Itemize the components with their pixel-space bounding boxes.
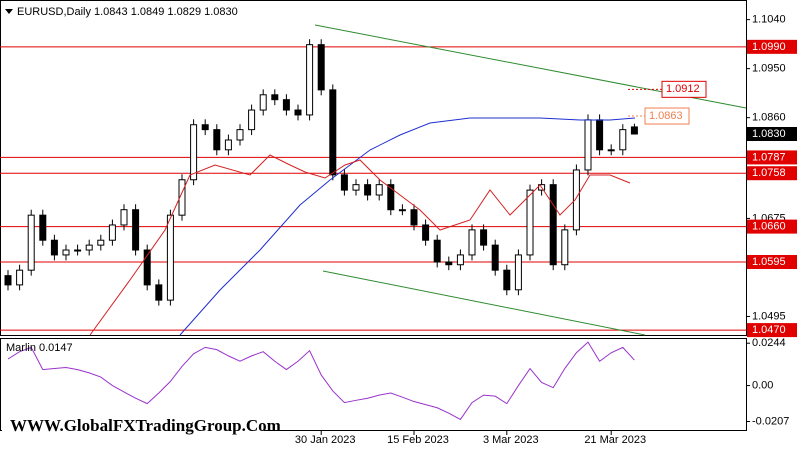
- level-label-box: [747, 150, 797, 165]
- candle-body: [27, 214, 35, 271]
- candle-body: [190, 124, 198, 181]
- watermark: WWW.GlobalFXTradingGroup.Com: [10, 416, 281, 435]
- annotation-label: 1.0912: [666, 83, 700, 95]
- candle-body: [85, 244, 93, 251]
- candle-body: [143, 249, 151, 286]
- title-arrow: [5, 9, 13, 14]
- y-tick-label: 1.0860: [752, 112, 786, 124]
- current-price-box: [747, 127, 797, 141]
- x-tick-label: 30 Jan 2023: [295, 434, 356, 446]
- candle-body: [120, 209, 128, 226]
- annotation-box: [644, 107, 690, 125]
- candle-body: [549, 184, 557, 266]
- candle-body: [39, 214, 47, 241]
- candle-body: [456, 254, 464, 266]
- x-tick-label: 3 Mar 2023: [483, 434, 539, 446]
- candle-body: [329, 89, 337, 176]
- level-label-box: [747, 39, 797, 54]
- x-tick-label: 15 Feb 2023: [387, 434, 449, 446]
- oscillator-line: [7, 341, 635, 421]
- candle-body: [16, 269, 24, 286]
- moving-average-slow: [179, 117, 636, 336]
- candle-body: [630, 126, 638, 135]
- level-label: 1.0595: [752, 256, 786, 268]
- y-tick-label: 1.0950: [752, 63, 786, 75]
- candle-body: [224, 139, 232, 151]
- candle-body: [352, 184, 360, 191]
- candle-body: [306, 44, 314, 116]
- candle-body: [271, 94, 279, 101]
- candle-body: [282, 99, 290, 111]
- candle-body: [166, 214, 174, 301]
- candle-body: [201, 124, 209, 131]
- candle-body: [433, 239, 441, 263]
- candle-body: [422, 224, 430, 241]
- level-label: 1.0470: [752, 324, 786, 336]
- level-label: 1.0660: [752, 221, 786, 233]
- oscillator-panel: [0, 338, 747, 431]
- candle-body: [340, 174, 348, 191]
- candle-body: [584, 119, 592, 171]
- oscillator-title: Marlin 0.0147: [6, 342, 73, 354]
- candle-body: [445, 261, 453, 266]
- candle-body: [294, 109, 302, 116]
- level-label-box: [747, 219, 797, 234]
- candle-body: [410, 209, 418, 226]
- candle-body: [236, 129, 244, 141]
- x-tick-label: 21 Mar 2023: [584, 434, 646, 446]
- candle-body: [572, 169, 580, 231]
- annotation-box: [661, 80, 707, 98]
- level-label: 1.0787: [752, 151, 786, 163]
- y-tick-label: 0.0244: [752, 337, 786, 349]
- level-label: 1.0758: [752, 167, 786, 179]
- moving-average-fast: [89, 154, 631, 336]
- y-tick-label: 1.1040: [752, 14, 786, 26]
- level-label-box: [747, 323, 797, 338]
- y-tick-label: 1.0495: [752, 310, 786, 322]
- candle-body: [248, 109, 256, 131]
- candle-body: [619, 129, 627, 151]
- candle-body: [514, 254, 522, 291]
- candle-body: [4, 275, 12, 286]
- candle-body: [398, 209, 406, 212]
- candle-body: [213, 129, 221, 151]
- candle-body: [596, 119, 604, 151]
- candle-body: [491, 244, 499, 271]
- annotation-label: 1.0863: [649, 110, 683, 122]
- candle-body: [155, 284, 163, 301]
- candle-body: [62, 249, 70, 256]
- y-tick-label: -0.0207: [752, 415, 789, 427]
- candle-body: [607, 149, 615, 152]
- candle-body: [480, 229, 488, 246]
- chart-title: EURUSD,Daily 1.0843 1.0849 1.0829 1.0830: [17, 6, 238, 18]
- candle-body: [259, 94, 267, 111]
- candle-body: [561, 229, 569, 266]
- level-label: 1.0990: [752, 41, 786, 53]
- candle-body: [178, 179, 186, 216]
- candle-body: [364, 184, 372, 196]
- main-panel: [0, 0, 747, 336]
- candle-body: [50, 239, 58, 256]
- level-label-box: [747, 166, 797, 181]
- candle-body: [108, 224, 116, 241]
- watermark-box: [2, 412, 264, 442]
- candle-body: [526, 189, 534, 256]
- current-price-label: 1.0830: [752, 128, 786, 140]
- candle-body: [468, 229, 476, 256]
- candle-body: [132, 209, 140, 251]
- candle-body: [97, 239, 105, 246]
- candle-body: [503, 269, 511, 291]
- candle-body: [317, 44, 325, 91]
- candle-body: [74, 249, 82, 252]
- trendline-lower: [322, 270, 646, 336]
- y-tick-label: 0.00: [752, 379, 773, 391]
- level-label-box: [747, 255, 797, 270]
- candle-body: [387, 184, 395, 211]
- candle-body: [375, 184, 383, 196]
